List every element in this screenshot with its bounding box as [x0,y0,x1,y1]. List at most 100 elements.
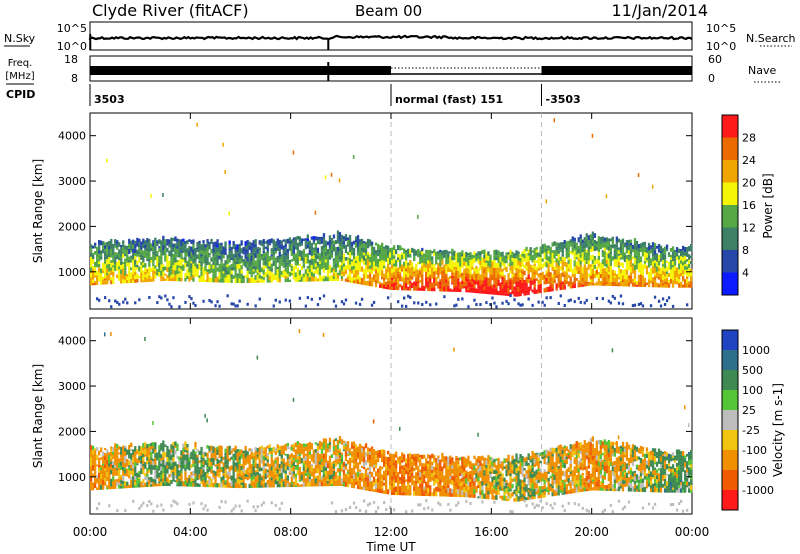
scatter-cell [232,483,235,488]
scatter-cell [124,445,127,448]
speckle-cell [162,193,164,197]
scatter-cell [256,456,259,460]
scatter-cell [200,247,203,251]
scatter-cell [447,251,450,254]
scatter-cell [292,443,296,448]
scatter-cell [619,269,623,274]
ground-scatter-cell [372,300,376,304]
scatter-cell [130,457,133,460]
scatter-cell [423,263,426,268]
scatter-cell [573,281,576,284]
scatter-cell [587,246,591,249]
scatter-cell [130,449,133,452]
scatter-cell [168,243,171,248]
scatter-cell [172,453,175,458]
scatter-cell [372,451,376,457]
scatter-cell [194,480,197,483]
scatter-cell [547,281,550,284]
scatter-cell [605,277,609,282]
scatter-cell [168,483,171,486]
scatter-cell [162,456,165,460]
scatter-cell [212,244,215,248]
scatter-cell [154,457,157,462]
scatter-cell [228,278,231,283]
scatter-cell [98,250,101,254]
scatter-cell [575,242,578,246]
scatter-cell [106,247,109,251]
scatter-cell [397,257,400,260]
scatter-cell [379,474,382,480]
scatter-cell [262,244,265,247]
scatter-cell [210,478,213,483]
scatter-cell [298,253,302,257]
scatter-cell [156,254,159,257]
scatter-cell [166,242,169,246]
scatter-cell [110,448,113,452]
scatter-cell [348,474,352,479]
scatter-cell [647,246,651,251]
scatter-cell [182,264,185,269]
scatter-cell [334,272,338,277]
scatter-cell [477,280,480,286]
scatter-cell [110,486,113,490]
scatter-cell [168,267,171,273]
scatter-cell [387,269,390,273]
scatter-cell [531,270,534,276]
scatter-cell [379,253,382,259]
scatter-cell [202,472,205,478]
scatter-cell [354,265,358,270]
scatter-cell [128,444,131,450]
nsearch-axis-top: 10^5 [706,22,736,35]
scatter-cell [270,477,273,481]
scatter-cell [240,248,243,254]
scatter-cell [682,250,685,256]
scatter-cell [385,272,388,275]
scatter-cell [395,279,398,284]
scatter-cell [377,277,380,281]
scatter-cell [533,263,536,267]
scatter-cell [320,260,324,267]
scatter-cell [94,275,97,278]
scatter-cell [457,287,460,292]
scatter-cell [589,234,593,239]
scatter-cell [198,277,201,282]
scatter-cell [292,255,296,262]
scatter-cell [246,249,249,255]
scatter-cell [364,241,368,246]
scatter-cell [204,476,207,481]
scatter-cell [655,256,659,262]
scatter-cell [142,243,145,249]
scatter-cell [567,281,570,287]
scatter-cell [605,267,609,272]
scatter-cell [266,268,269,275]
scatter-cell [264,246,267,249]
scatter-cell [272,479,275,484]
scatter-cell [413,248,416,251]
ground-scatter-cell [362,499,366,503]
scatter-cell [262,239,265,245]
scatter-cell [595,274,599,278]
scatter-cell [585,237,588,241]
scatter-cell [278,481,281,484]
scatter-cell [106,472,109,477]
scatter-cell [218,249,221,253]
scatter-cell [567,263,570,269]
scatter-cell [154,255,157,261]
scatter-cell [338,248,342,252]
scatter-cell [385,276,388,280]
scatter-cell [553,279,556,284]
scatter-cell [130,279,133,283]
scatter-cell [661,282,665,286]
scatter-cell [188,256,191,263]
scatter-cell [619,248,623,253]
scatter-cell [94,245,97,249]
scatter-cell [282,262,285,268]
scatter-cell [419,267,422,271]
scatter-cell [425,253,428,258]
scatter-cell [473,255,476,258]
scatter-cell [214,269,217,274]
scatter-cell [619,262,623,266]
scatter-cell [589,238,593,245]
scatter-cell [401,487,404,491]
scatter-cell [312,249,316,253]
